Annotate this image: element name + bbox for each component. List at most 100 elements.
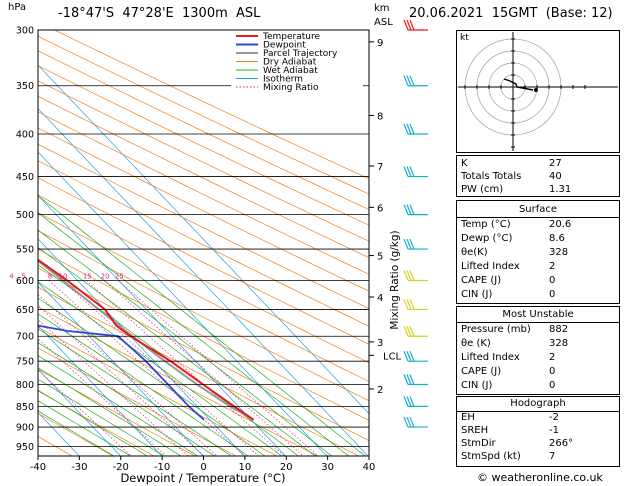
- mixing-ratio-line: [38, 369, 132, 456]
- wet-adiabat-line: [38, 313, 249, 456]
- wind-barb-flag: [409, 19, 415, 31]
- wind-barb-flag: [403, 416, 409, 428]
- location-title: -18°47'S 47°28'E 1300m ASL: [58, 6, 261, 21]
- wet-adiabat-line: [38, 410, 115, 456]
- legend-entry: Mixing Ratio: [263, 83, 319, 93]
- legend-entry: Dry Adiabat: [263, 58, 317, 68]
- dry-adiabat-line: [38, 347, 237, 456]
- wind-barb-flag: [409, 299, 415, 310]
- mixing-ratio-label: 20: [101, 273, 110, 281]
- mu-row: Pressure (mb) 882: [461, 324, 569, 335]
- wind-barb-flag: [406, 123, 412, 135]
- x-tick-label: -30: [71, 462, 87, 473]
- wind-barb-flag: [403, 123, 409, 135]
- dry-adiabat-line: [38, 127, 369, 292]
- wind-barb-flag: [406, 19, 412, 31]
- legend-entry: Wet Adiabat: [263, 66, 318, 76]
- wet-adiabat-line: [38, 389, 148, 456]
- hodo-row: SREH -1: [461, 425, 559, 436]
- km-tick-label: 3: [377, 338, 383, 349]
- legend-entry: Isotherm: [263, 75, 303, 85]
- hodograph-panel: kt: [456, 30, 620, 153]
- km-tick-label: 8: [377, 111, 383, 122]
- wet-adiabat-line: [38, 400, 132, 456]
- mixing-ratio-label: 10: [59, 273, 68, 281]
- km-tick-label: 5: [377, 252, 383, 263]
- pressure-tick-label: 450: [16, 172, 34, 183]
- x-tick-label: 30: [321, 462, 334, 473]
- isotherm-line: [38, 325, 163, 456]
- dry-adiabat-line: [38, 435, 73, 456]
- dry-adiabat-line: [38, 111, 369, 275]
- credit-text: © weatheronline.co.uk: [477, 471, 603, 484]
- dry-adiabat-line: [38, 326, 278, 456]
- wind-barb-flag: [409, 204, 415, 215]
- wind-barb-flag: [406, 416, 412, 428]
- legend-entry: Parcel Trajectory: [263, 49, 338, 59]
- dry-adiabat-line: [38, 95, 369, 259]
- hodo-row: StmSpd (kt) 7: [461, 451, 556, 462]
- wind-barb-flag: [409, 75, 415, 86]
- pressure-tick-label: 300: [16, 26, 34, 37]
- isotherm-line: [38, 64, 369, 415]
- wind-barb-flag: [403, 299, 409, 310]
- pressure-tick-label: 500: [16, 210, 34, 221]
- surface-panel: Surface Temp (°C) 20.6 Dewp (°C) 8.6 θe(K)…: [456, 200, 620, 304]
- dewpoint-line: [38, 324, 205, 421]
- surface-row: Lifted Index 2: [461, 261, 556, 272]
- mixing-ratio-line: [118, 280, 319, 456]
- dry-adiabat-line: [38, 306, 319, 456]
- wind-barb-flag: [403, 238, 409, 250]
- wind-barb-flag: [406, 204, 412, 215]
- x-tick-label: -10: [154, 462, 170, 473]
- x-tick-label: -40: [30, 462, 46, 473]
- wind-barb-flag: [406, 326, 412, 337]
- mixing-ratio-line: [61, 280, 260, 456]
- mixing-ratio-label: 5: [21, 273, 25, 281]
- isotherm-line: [38, 281, 204, 456]
- datetime-title: 20.06.2021 15GMT (Base: 12): [409, 6, 613, 21]
- km-tick-label: 9: [377, 38, 383, 49]
- isotherm-line: [38, 151, 328, 456]
- wind-barb-flag: [409, 123, 415, 135]
- wind-barb-flag: [406, 238, 412, 250]
- wind-barb-flag: [406, 374, 412, 385]
- hodograph-trace: [503, 78, 534, 91]
- dry-adiabat-line: [38, 65, 369, 226]
- hodo-row: EH -2: [461, 412, 559, 423]
- indices-panel: K 27 Totals Totals 40 PW (cm) 1.31: [456, 155, 620, 197]
- mixing-ratio-line: [48, 280, 246, 456]
- dry-adiabat-line: [38, 50, 369, 210]
- pressure-tick-label: 850: [16, 402, 34, 413]
- wind-barb-flag: [409, 416, 415, 428]
- km-tick-label: 7: [377, 162, 383, 173]
- mixing-ratio-axis-label: Mixing Ratio (g/kg): [389, 230, 401, 329]
- mu-row: CIN (J) 0: [461, 380, 556, 391]
- dry-adiabat-line: [38, 80, 369, 242]
- legend-entry: Dewpoint: [263, 41, 306, 51]
- wind-barb-flag: [403, 270, 409, 281]
- wet-adiabat-line: [38, 195, 366, 456]
- hpa-unit-label: hPa: [8, 2, 27, 13]
- wind-barb-flag: [409, 326, 415, 337]
- dry-adiabat-line: [54, 30, 369, 180]
- wind-barb-flag: [403, 374, 409, 385]
- wind-barb-flag: [406, 166, 412, 177]
- most-unstable-title: Most Unstable: [502, 309, 574, 320]
- surface-title: Surface: [518, 204, 558, 215]
- mu-row: Lifted Index 2: [461, 352, 556, 363]
- wind-barb-flag: [403, 350, 409, 362]
- x-tick-label: -20: [113, 462, 129, 473]
- x-tick-label: 40: [363, 462, 376, 473]
- surface-row: CIN (J) 0: [461, 289, 556, 300]
- mixing-ratio-label: 4: [9, 273, 14, 281]
- wind-barb-flag: [403, 19, 409, 31]
- mixing-ratio-label: 25: [115, 273, 124, 281]
- hodograph-storm-motion: [534, 88, 538, 92]
- wind-barb-flag: [403, 396, 409, 407]
- wind-barb-flag: [406, 299, 412, 310]
- wind-barb-flag: [403, 326, 409, 337]
- surface-row: Dewp (°C) 8.6: [461, 233, 565, 244]
- surface-row: Temp (°C) 20.6: [461, 219, 572, 230]
- km-unit-label: km: [374, 3, 390, 14]
